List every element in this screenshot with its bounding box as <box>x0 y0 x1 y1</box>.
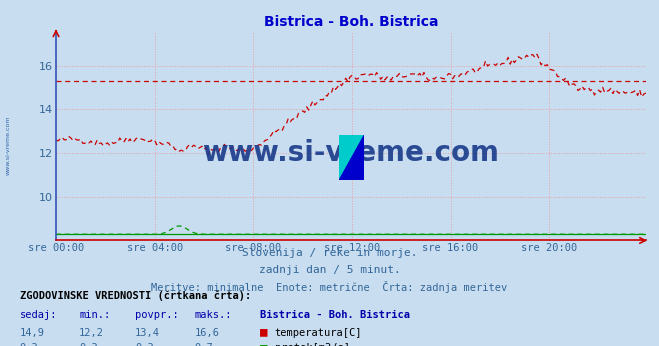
Text: Bistrica - Boh. Bistrica: Bistrica - Boh. Bistrica <box>260 310 411 320</box>
Polygon shape <box>339 135 364 180</box>
Text: ■: ■ <box>260 326 268 339</box>
Text: www.si-vreme.com: www.si-vreme.com <box>202 139 500 167</box>
Text: Slovenija / reke in morje.: Slovenija / reke in morje. <box>242 248 417 258</box>
Text: www.si-vreme.com: www.si-vreme.com <box>5 116 11 175</box>
Text: 0,7: 0,7 <box>194 343 213 346</box>
Text: Meritve: minimalne  Enote: metrične  Črta: zadnja meritev: Meritve: minimalne Enote: metrične Črta:… <box>152 281 507 293</box>
Text: zadnji dan / 5 minut.: zadnji dan / 5 minut. <box>258 265 401 275</box>
Text: 12,2: 12,2 <box>79 328 104 338</box>
Text: 0,3: 0,3 <box>20 343 38 346</box>
Text: maks.:: maks.: <box>194 310 232 320</box>
Text: 0,3: 0,3 <box>79 343 98 346</box>
Text: povpr.:: povpr.: <box>135 310 179 320</box>
Text: pretok[m3/s]: pretok[m3/s] <box>275 343 350 346</box>
Text: min.:: min.: <box>79 310 110 320</box>
Polygon shape <box>339 135 364 180</box>
Text: temperatura[C]: temperatura[C] <box>275 328 362 338</box>
Text: ZGODOVINSKE VREDNOSTI (črtkana črta):: ZGODOVINSKE VREDNOSTI (črtkana črta): <box>20 291 251 301</box>
Text: 13,4: 13,4 <box>135 328 160 338</box>
Text: sedaj:: sedaj: <box>20 310 57 320</box>
Title: Bistrica - Boh. Bistrica: Bistrica - Boh. Bistrica <box>264 15 438 29</box>
Text: ■: ■ <box>260 341 268 346</box>
Text: 0,3: 0,3 <box>135 343 154 346</box>
Text: 16,6: 16,6 <box>194 328 219 338</box>
Text: 14,9: 14,9 <box>20 328 45 338</box>
